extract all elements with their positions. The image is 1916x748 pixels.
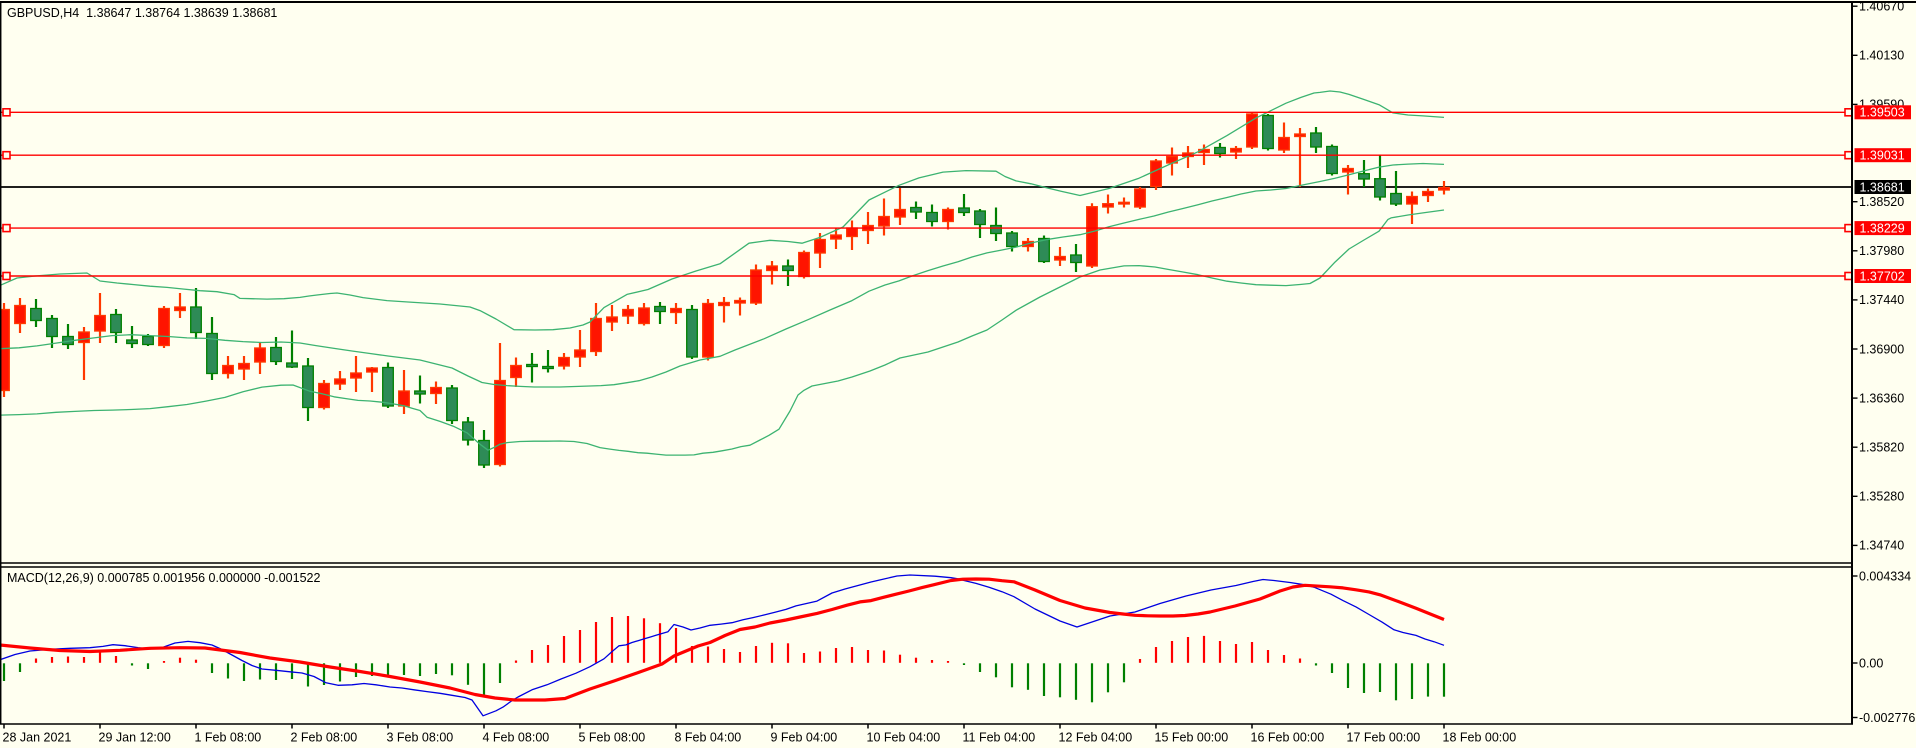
svg-text:1.35820: 1.35820 <box>1859 441 1904 455</box>
svg-text:10 Feb 04:00: 10 Feb 04:00 <box>867 730 941 744</box>
svg-text:2 Feb 08:00: 2 Feb 08:00 <box>291 730 358 744</box>
svg-text:1.37702: 1.37702 <box>1860 269 1905 283</box>
svg-text:0.00: 0.00 <box>1859 656 1883 670</box>
svg-text:12 Feb 04:00: 12 Feb 04:00 <box>1059 730 1133 744</box>
svg-text:16 Feb 00:00: 16 Feb 00:00 <box>1251 730 1325 744</box>
svg-text:1.35280: 1.35280 <box>1859 490 1904 504</box>
svg-text:-0.002776: -0.002776 <box>1859 711 1915 725</box>
svg-text:17 Feb 00:00: 17 Feb 00:00 <box>1347 730 1421 744</box>
svg-text:1.40670: 1.40670 <box>1859 0 1904 14</box>
svg-text:3 Feb 08:00: 3 Feb 08:00 <box>387 730 454 744</box>
svg-text:GBPUSD,H4 1.38647 1.38764 1.3: GBPUSD,H4 1.38647 1.38764 1.38639 1.3868… <box>7 6 277 20</box>
svg-text:1.38520: 1.38520 <box>1859 195 1904 209</box>
svg-text:29 Jan 12:00: 29 Jan 12:00 <box>99 730 171 744</box>
svg-text:8 Feb 04:00: 8 Feb 04:00 <box>675 730 742 744</box>
svg-text:1.38681: 1.38681 <box>1860 180 1905 194</box>
svg-text:18 Feb 00:00: 18 Feb 00:00 <box>1443 730 1517 744</box>
svg-text:15 Feb 00:00: 15 Feb 00:00 <box>1155 730 1229 744</box>
svg-text:1.34740: 1.34740 <box>1859 539 1904 553</box>
svg-text:5 Feb 08:00: 5 Feb 08:00 <box>579 730 646 744</box>
svg-text:1.39503: 1.39503 <box>1860 106 1905 120</box>
svg-text:1.38229: 1.38229 <box>1860 221 1905 235</box>
svg-text:1.39031: 1.39031 <box>1860 149 1905 163</box>
svg-text:0.004334: 0.004334 <box>1859 569 1911 583</box>
svg-text:11 Feb 04:00: 11 Feb 04:00 <box>963 730 1036 744</box>
svg-text:1 Feb 08:00: 1 Feb 08:00 <box>195 730 262 744</box>
svg-text:MACD(12,26,9) 0.000785 0.00195: MACD(12,26,9) 0.000785 0.001956 0.000000… <box>7 571 320 585</box>
svg-text:1.37440: 1.37440 <box>1859 293 1904 307</box>
svg-text:4 Feb 08:00: 4 Feb 08:00 <box>483 730 550 744</box>
svg-text:1.36900: 1.36900 <box>1859 342 1904 356</box>
svg-text:1.36360: 1.36360 <box>1859 391 1904 405</box>
svg-text:1.37980: 1.37980 <box>1859 244 1904 258</box>
svg-text:9 Feb 04:00: 9 Feb 04:00 <box>771 730 838 744</box>
svg-text:28 Jan 2021: 28 Jan 2021 <box>3 730 72 744</box>
svg-text:1.40130: 1.40130 <box>1859 49 1904 63</box>
